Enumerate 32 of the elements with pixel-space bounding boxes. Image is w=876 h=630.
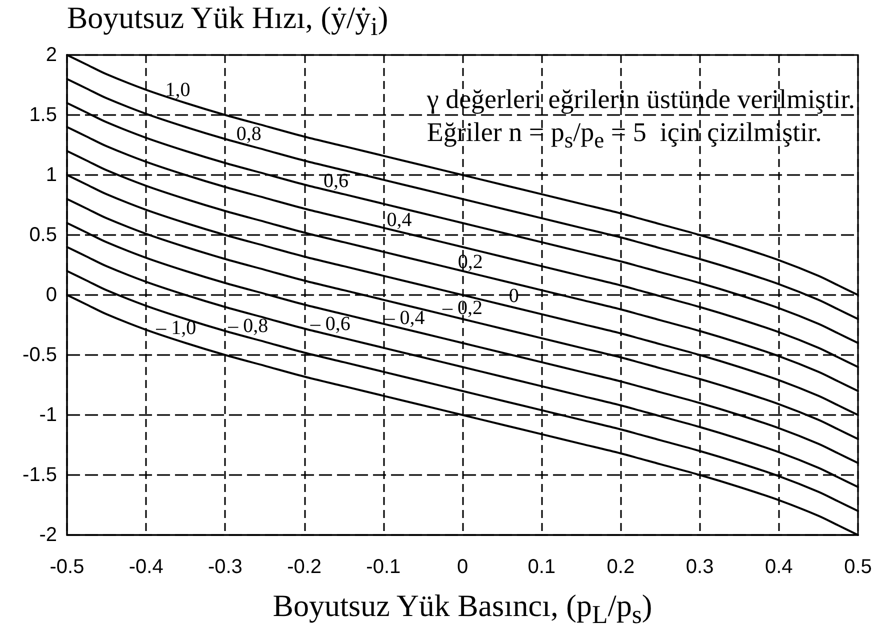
x-tick-label: -0.1 [366,556,401,578]
x-tick-label: -0.4 [128,556,164,578]
annotation: 0,8 [236,123,262,145]
annotation: – 0,6 [310,312,350,335]
y-tick-label: -1.5 [22,464,57,486]
x-tick-label: 0.1 [528,556,556,578]
annotation: – 0,4 [384,306,425,329]
annotation: 0,2 [458,251,483,274]
x-tick-label: 0.4 [764,556,793,578]
x-tick-label: 0.2 [606,556,635,578]
annotation: γ değerleri eğrilerin üstünde verilmiştir. [426,83,855,116]
y-tick-label: 1.5 [29,104,57,126]
y-tick-label: -0.5 [22,344,57,366]
annotation: 0,4 [386,209,412,232]
y-tick-label: -2 [39,524,57,546]
x-tick-label: 0.3 [686,556,714,578]
annotation: 1,0 [165,78,190,101]
x-tick-label: -0.2 [287,556,322,578]
y-tick-label: 2 [46,44,57,66]
y-tick-label: 1 [46,164,57,186]
annotation: Eğriler n = p$_{s}$/p$_{e}$ = 5 için çizilmiştir. [426,116,823,154]
annotation: – 1,0 [156,317,196,340]
annotation: – 0,2 [442,297,482,319]
y-tick-label: -1 [39,404,57,426]
y-axis-title: Boyutsuz Yük Hızı, (ẏ/ẏ$_{i}$) [67,0,388,44]
x-tick-label: -0.3 [208,556,242,578]
y-tick-label: 0.5 [29,224,57,246]
x-axis-title: Boyutsuz Yük Basıncı, (p$_{L}$/p$_{s}$) [272,588,654,630]
annotation: – 0,8 [228,315,268,337]
x-tick-label: 0.5 [844,556,872,578]
x-tick-label: 0 [456,556,468,578]
y-tick-label: 0 [46,284,57,306]
